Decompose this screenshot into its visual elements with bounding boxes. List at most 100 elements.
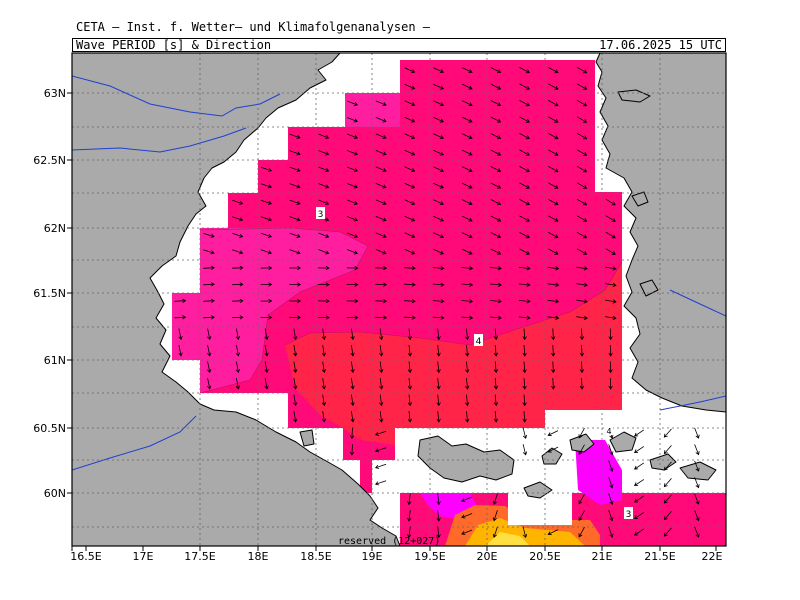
direction-arrow bbox=[694, 477, 700, 489]
direction-arrow bbox=[433, 215, 445, 222]
direction-arrow bbox=[519, 215, 530, 222]
direction-arrow bbox=[404, 298, 416, 304]
direction-arrow bbox=[349, 427, 355, 440]
direction-arrow bbox=[578, 510, 585, 521]
direction-arrow bbox=[490, 83, 502, 90]
direction-arrow bbox=[404, 166, 416, 173]
direction-arrow bbox=[490, 232, 502, 239]
direction-arrow bbox=[432, 266, 445, 271]
direction-arrow bbox=[576, 299, 588, 304]
direction-arrow bbox=[490, 67, 502, 74]
direction-arrow bbox=[522, 361, 527, 374]
direction-arrow bbox=[490, 100, 502, 107]
land bbox=[72, 53, 726, 546]
direction-arrow bbox=[492, 493, 498, 505]
direction-arrow bbox=[404, 83, 416, 90]
direction-arrow bbox=[576, 215, 588, 222]
direction-arrow bbox=[235, 361, 240, 374]
direction-arrow bbox=[490, 315, 502, 320]
direction-arrow bbox=[321, 361, 327, 374]
direction-arrow bbox=[694, 510, 700, 522]
direction-arrow bbox=[350, 345, 355, 357]
direction-arrow bbox=[605, 215, 616, 222]
lon-label: 16.5E bbox=[70, 550, 101, 563]
direction-arrow bbox=[346, 117, 359, 123]
direction-arrow bbox=[407, 394, 413, 407]
direction-arrow bbox=[436, 493, 441, 506]
direction-arrow bbox=[578, 527, 585, 538]
direction-arrow bbox=[379, 394, 384, 407]
direction-arrow bbox=[293, 328, 298, 341]
direction-arrow bbox=[522, 427, 528, 440]
direction-arrow bbox=[260, 166, 273, 172]
direction-arrow bbox=[350, 378, 355, 390]
direction-arrow bbox=[232, 249, 244, 255]
direction-arrow bbox=[375, 315, 388, 320]
direction-arrow bbox=[576, 248, 588, 255]
direction-arrow bbox=[407, 493, 412, 506]
direction-arrow bbox=[317, 282, 330, 287]
contour-label: 3 bbox=[318, 210, 324, 220]
direction-arrow bbox=[633, 462, 645, 470]
direction-arrow bbox=[404, 232, 416, 239]
direction-arrow bbox=[548, 232, 559, 239]
direction-arrow bbox=[605, 299, 617, 304]
direction-arrow bbox=[207, 345, 212, 357]
direction-arrow bbox=[433, 232, 445, 239]
direction-arrow bbox=[551, 361, 556, 374]
direction-arrow bbox=[608, 526, 614, 538]
direction-arrow bbox=[207, 378, 212, 390]
direction-arrow bbox=[663, 511, 672, 521]
period-region-4s bbox=[285, 262, 622, 445]
direction-arrow bbox=[433, 166, 445, 173]
direction-arrow bbox=[461, 315, 474, 320]
direction-arrow bbox=[436, 410, 441, 423]
direction-arrow bbox=[605, 248, 616, 255]
lon-label: 17.5E bbox=[184, 550, 215, 563]
land-finland bbox=[595, 53, 726, 413]
direction-arrow bbox=[375, 100, 387, 106]
direction-arrow bbox=[461, 182, 473, 189]
direction-arrow bbox=[519, 100, 530, 107]
direction-arrow bbox=[346, 298, 359, 304]
direction-arrow bbox=[379, 410, 384, 423]
direction-arrow bbox=[490, 215, 502, 222]
direction-arrow bbox=[633, 446, 645, 454]
direction-arrow bbox=[203, 233, 215, 238]
direction-arrow bbox=[522, 328, 527, 341]
direction-arrow bbox=[260, 265, 273, 271]
direction-arrow bbox=[404, 116, 416, 123]
direction-arrow bbox=[346, 282, 359, 287]
direction-arrow bbox=[375, 150, 387, 156]
direction-arrow bbox=[547, 299, 560, 304]
direction-arrow bbox=[346, 265, 359, 271]
direction-arrow bbox=[522, 526, 528, 539]
direction-arrow bbox=[465, 410, 470, 423]
land-island-10 bbox=[639, 279, 659, 297]
direction-arrow bbox=[289, 150, 301, 156]
direction-arrow bbox=[375, 265, 388, 271]
direction-arrow bbox=[235, 378, 240, 390]
direction-arrow bbox=[436, 394, 441, 407]
direction-arrow bbox=[548, 67, 559, 74]
direction-arrow bbox=[465, 361, 470, 374]
direction-arrow bbox=[289, 315, 302, 320]
contour-label: 3 bbox=[626, 510, 632, 520]
direction-arrow bbox=[436, 526, 441, 539]
direction-arrow bbox=[264, 361, 269, 374]
direction-arrow bbox=[493, 344, 499, 357]
direction-arrow bbox=[374, 430, 387, 436]
direction-arrow bbox=[608, 344, 613, 357]
direction-arrow bbox=[433, 248, 445, 255]
direction-arrow bbox=[522, 444, 528, 456]
direction-arrow bbox=[492, 510, 498, 522]
direction-arrow bbox=[522, 344, 527, 357]
direction-arrow bbox=[608, 460, 614, 472]
direction-arrow bbox=[346, 315, 359, 320]
lat-label: 63N bbox=[44, 87, 66, 100]
direction-arrow bbox=[404, 315, 416, 320]
land-sweden bbox=[72, 53, 401, 546]
direction-arrow bbox=[490, 133, 502, 140]
direction-arrow bbox=[461, 248, 473, 255]
direction-arrow bbox=[346, 133, 359, 139]
